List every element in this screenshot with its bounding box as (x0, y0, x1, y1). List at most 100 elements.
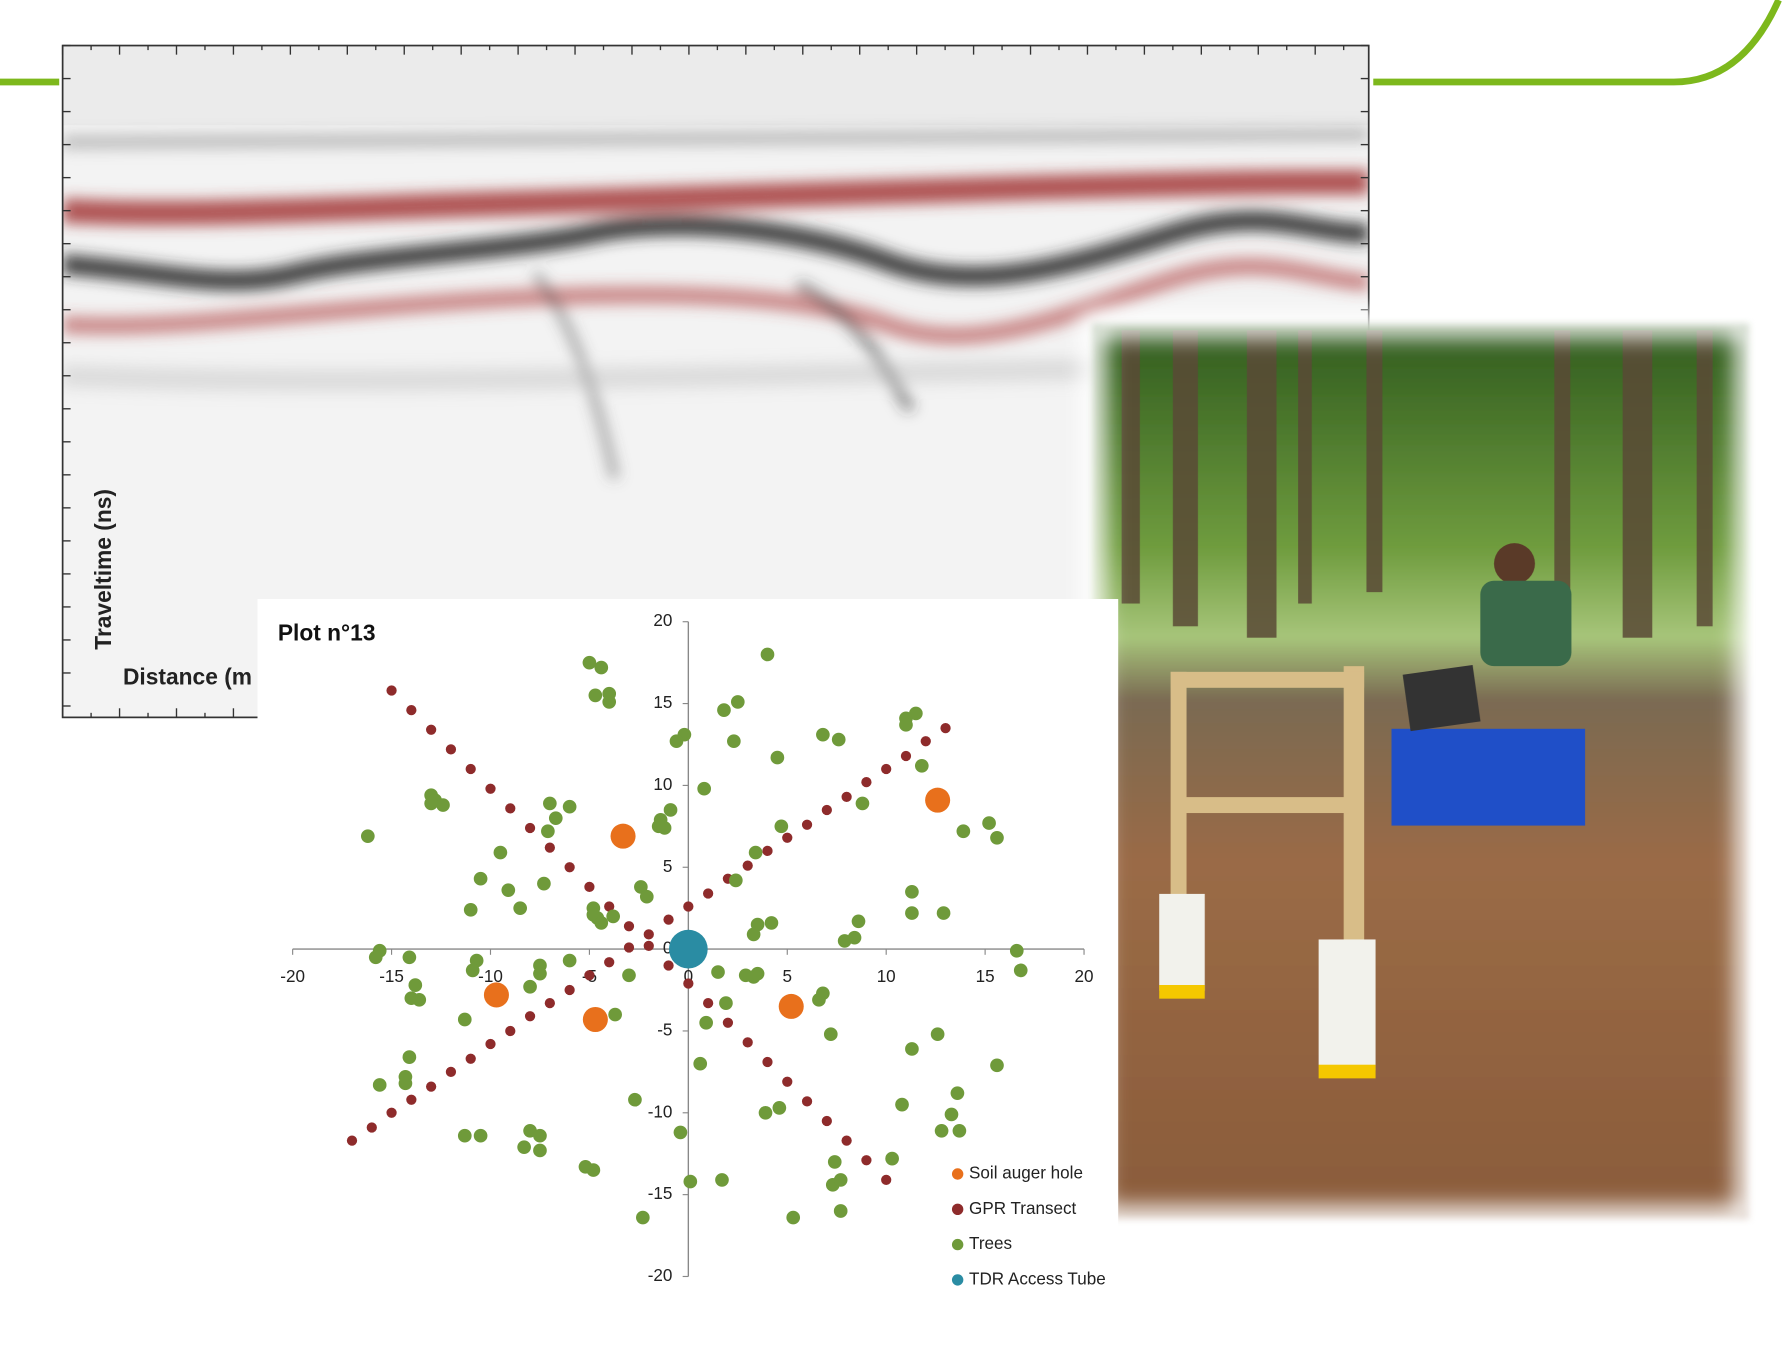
scatter-point (951, 1086, 965, 1100)
scatter-point (399, 1076, 413, 1090)
scatter-point (683, 901, 693, 911)
x-tick-label: 20 (1075, 967, 1094, 986)
x-tick-label: 15 (976, 967, 995, 986)
scatter-point (802, 1096, 812, 1106)
scatter-point (583, 1007, 608, 1032)
scatter-point (921, 736, 931, 746)
scatter-point (386, 1108, 396, 1118)
scatter-point (909, 707, 923, 721)
scatter-point (525, 1011, 535, 1021)
scatter-point (861, 777, 871, 787)
scatter-point (525, 823, 535, 833)
scatter-point (369, 950, 383, 964)
scatter-point (640, 890, 654, 904)
scatter-point (446, 1067, 456, 1077)
scatter-point (466, 764, 476, 774)
scatter-point (832, 733, 846, 747)
scatter-point (953, 1124, 967, 1138)
scatter-point (743, 861, 753, 871)
scatter-point (822, 1116, 832, 1126)
scatter-point (426, 725, 436, 735)
x-tick-label: 5 (783, 967, 793, 986)
scatter-point (408, 978, 422, 992)
scatter-point (505, 1026, 515, 1036)
scatter-point (466, 964, 480, 978)
y-tick-label: 20 (653, 611, 672, 630)
scatter-point (697, 782, 711, 796)
scatter-point (885, 1152, 899, 1166)
scatter-point (727, 734, 741, 748)
scatter-point (611, 824, 636, 849)
scatter-point (703, 888, 713, 898)
legend-marker (952, 1239, 963, 1250)
y-tick-label: 5 (663, 857, 673, 876)
scatter-point (945, 1108, 959, 1122)
field-photo (1093, 325, 1748, 1219)
legend-label: TDR Access Tube (969, 1269, 1106, 1288)
legend-marker (952, 1168, 963, 1179)
scatter-point (982, 816, 996, 830)
scatter-point (905, 1042, 919, 1056)
scatter-point (501, 883, 515, 897)
scatter-point (915, 759, 929, 773)
chart-title: Plot n°13 (278, 619, 376, 645)
scatter-point (762, 1057, 772, 1067)
scatter-point (674, 1126, 688, 1140)
scatter-point (464, 903, 478, 917)
y-tick-label: -15 (648, 1184, 673, 1203)
scatter-point (606, 910, 620, 924)
scatter-point (424, 797, 438, 811)
scatter-point (347, 1135, 357, 1145)
scatter-point (545, 842, 555, 852)
scatter-point (841, 1135, 851, 1145)
scatter-point (545, 998, 555, 1008)
scatter-point (782, 1077, 792, 1087)
scatter-point (957, 824, 971, 838)
scatter-point (583, 656, 597, 670)
x-tick-label: -15 (379, 967, 404, 986)
scatter-point (824, 1027, 838, 1041)
scatter-point (990, 1058, 1004, 1072)
scatter-point (895, 1098, 909, 1112)
scatter-point (670, 734, 684, 748)
scatter-point (834, 1204, 848, 1218)
y-tick-label: -5 (657, 1020, 672, 1039)
scatter-point (367, 1122, 377, 1132)
scatter-point (717, 703, 731, 717)
scatter-point (841, 792, 851, 802)
scatter-point (719, 996, 733, 1010)
scatter-point (406, 705, 416, 715)
scatter-point (816, 728, 830, 742)
scatter-point (663, 960, 673, 970)
scatter-point (761, 648, 775, 662)
scatter-point (644, 941, 654, 951)
radargram-x-label: Distance (m (123, 664, 252, 690)
scatter-point (537, 877, 551, 891)
scatter-point (543, 797, 557, 811)
scatter-point (513, 901, 527, 915)
scatter-point (587, 1163, 601, 1177)
scatter-point (636, 1211, 650, 1225)
scatter-point (935, 1124, 949, 1138)
scatter-point (1010, 944, 1024, 958)
scatter-point (589, 689, 603, 703)
scatter-point (905, 906, 919, 920)
scatter-point (899, 718, 913, 732)
scatter-point (765, 916, 779, 930)
scatter-point (485, 784, 495, 794)
scatter-point (608, 1008, 622, 1022)
scatter-point (881, 764, 891, 774)
scatter-point (901, 751, 911, 761)
scatter-point (775, 820, 789, 834)
scatter-point (782, 833, 792, 843)
x-tick-label: -20 (280, 967, 305, 986)
legend-marker (952, 1204, 963, 1215)
scatter-point (990, 831, 1004, 845)
scatter-point (828, 1155, 842, 1169)
scatter-point (693, 1057, 707, 1071)
scatter-point (669, 930, 708, 969)
scatter-point (925, 788, 950, 813)
scatter-point (403, 950, 417, 964)
scatter-point (834, 1173, 848, 1187)
y-tick-label: -10 (648, 1102, 673, 1121)
